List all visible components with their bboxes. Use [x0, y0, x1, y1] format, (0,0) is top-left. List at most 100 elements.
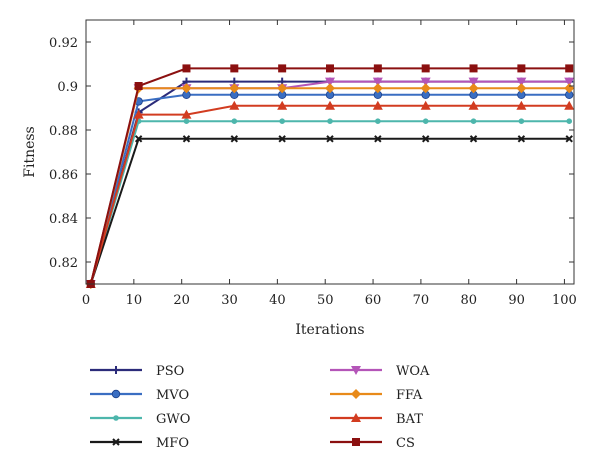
legend-marker-cs	[352, 438, 360, 446]
legend-item-mfo: MFO	[90, 436, 189, 451]
series-line-woa	[89, 80, 570, 285]
plot-frame	[85, 19, 575, 285]
data-point-cs	[134, 82, 143, 90]
legend-item-pso: PSO	[90, 364, 184, 379]
legend-item-mvo: MVO	[90, 388, 189, 403]
y-tick-label: 0.92	[49, 36, 78, 51]
legend-label-mfo: MFO	[156, 436, 189, 451]
data-point-cs	[278, 64, 287, 73]
x-tick-label: 0	[82, 293, 90, 308]
data-point-ffa	[420, 83, 431, 94]
data-point-cs	[230, 64, 239, 73]
data-point-bat	[181, 109, 192, 119]
y-tick-label: 0.88	[49, 124, 78, 139]
data-point-cs	[326, 64, 334, 73]
data-point-woa	[516, 77, 527, 87]
y-tick-label: 0.86	[49, 168, 78, 183]
data-point-gwo	[231, 118, 238, 124]
legend-label-woa: WOA	[396, 364, 430, 379]
legend-label-mvo: MVO	[156, 388, 189, 403]
data-point-bat	[277, 100, 288, 110]
legend-marker-ffa	[351, 389, 361, 399]
data-point-cs	[373, 64, 382, 73]
legend-marker-bat	[351, 413, 361, 422]
data-point-mfo	[517, 135, 526, 143]
x-tick-label: 20	[173, 293, 190, 308]
legend-marker-woa	[351, 366, 361, 375]
data-point-bat	[564, 100, 575, 110]
data-point-mfo	[134, 135, 143, 143]
x-tick-label: 100	[552, 293, 577, 308]
legend-label-gwo: GWO	[156, 412, 190, 427]
data-point-woa	[468, 77, 479, 87]
x-axis-label: Iterations	[295, 322, 364, 338]
x-tick-label: 10	[126, 293, 143, 308]
x-tick-label: 70	[413, 293, 430, 308]
data-point-gwo	[422, 118, 429, 124]
data-point-woa	[325, 77, 335, 87]
series-line-bat	[89, 104, 570, 285]
legend-label-bat: BAT	[396, 412, 423, 427]
data-point-gwo	[470, 118, 477, 124]
series-line-cs	[89, 67, 570, 285]
legend-label-ffa: FFA	[396, 388, 423, 403]
data-point-bat	[516, 100, 527, 110]
series-line-mfo	[89, 137, 570, 285]
y-tick-label: 0.9	[57, 80, 78, 95]
legend-label-cs: CS	[396, 436, 415, 451]
data-point-gwo	[327, 118, 333, 124]
data-point-bat	[325, 100, 335, 110]
legend: PSO MVO GWO MFO WOA FFA BAT CS	[90, 364, 430, 451]
legend-item-gwo: GWO	[90, 412, 190, 427]
series-line-pso	[89, 80, 570, 285]
legend-marker-mvo	[111, 389, 121, 399]
axes: 0 10 20 30 40 50 60 70 80 90 100 0.82 0.84 0.86 0.88 0.…	[49, 19, 577, 308]
data-point-cs	[421, 64, 430, 73]
series-bat	[85, 100, 575, 288]
data-point-gwo	[566, 118, 573, 124]
y-tick-label: 0.84	[49, 212, 78, 227]
legend-marker-gwo	[113, 415, 119, 421]
data-point-ffa	[516, 83, 527, 94]
legend-marker-mfo	[112, 438, 120, 446]
data-point-ffa	[181, 83, 192, 94]
legend-item-bat: BAT	[330, 412, 423, 427]
series-line-ffa	[89, 87, 570, 285]
data-point-bat	[372, 100, 383, 110]
x-tick-label: 40	[269, 293, 286, 308]
data-point-mfo	[278, 135, 286, 143]
legend-item-ffa: FFA	[330, 388, 423, 403]
data-point-mfo	[326, 135, 334, 143]
data-point-cs	[565, 64, 574, 73]
series-line-gwo	[89, 120, 570, 285]
data-point-cs	[517, 64, 526, 73]
legend-marker-pso	[112, 366, 120, 374]
data-point-bat	[229, 100, 240, 110]
data-point-bat	[468, 100, 479, 110]
data-point-gwo	[183, 118, 190, 124]
data-point-ffa	[564, 83, 575, 94]
data-point-ffa	[325, 83, 335, 94]
data-point-bat	[420, 100, 431, 110]
data-point-bat	[133, 109, 144, 119]
legend-item-cs: CS	[330, 436, 415, 451]
legend-item-woa: WOA	[330, 364, 430, 379]
data-point-woa	[372, 77, 383, 87]
x-tick-label: 30	[221, 293, 238, 308]
data-point-ffa	[229, 83, 240, 94]
data-point-mfo	[374, 135, 382, 143]
data-point-mfo	[182, 135, 191, 143]
legend-label-pso: PSO	[156, 364, 184, 379]
series-mfo	[87, 135, 573, 288]
plot-area	[85, 64, 575, 289]
data-point-ffa	[277, 83, 288, 94]
data-point-mfo	[230, 135, 239, 143]
data-point-woa	[420, 77, 431, 87]
data-point-ffa	[372, 83, 383, 94]
y-axis-label: Fitness	[22, 126, 38, 178]
data-point-gwo	[279, 118, 285, 124]
data-point-cs	[469, 64, 478, 73]
x-tick-label: 90	[508, 293, 525, 308]
data-point-mfo	[469, 135, 478, 143]
